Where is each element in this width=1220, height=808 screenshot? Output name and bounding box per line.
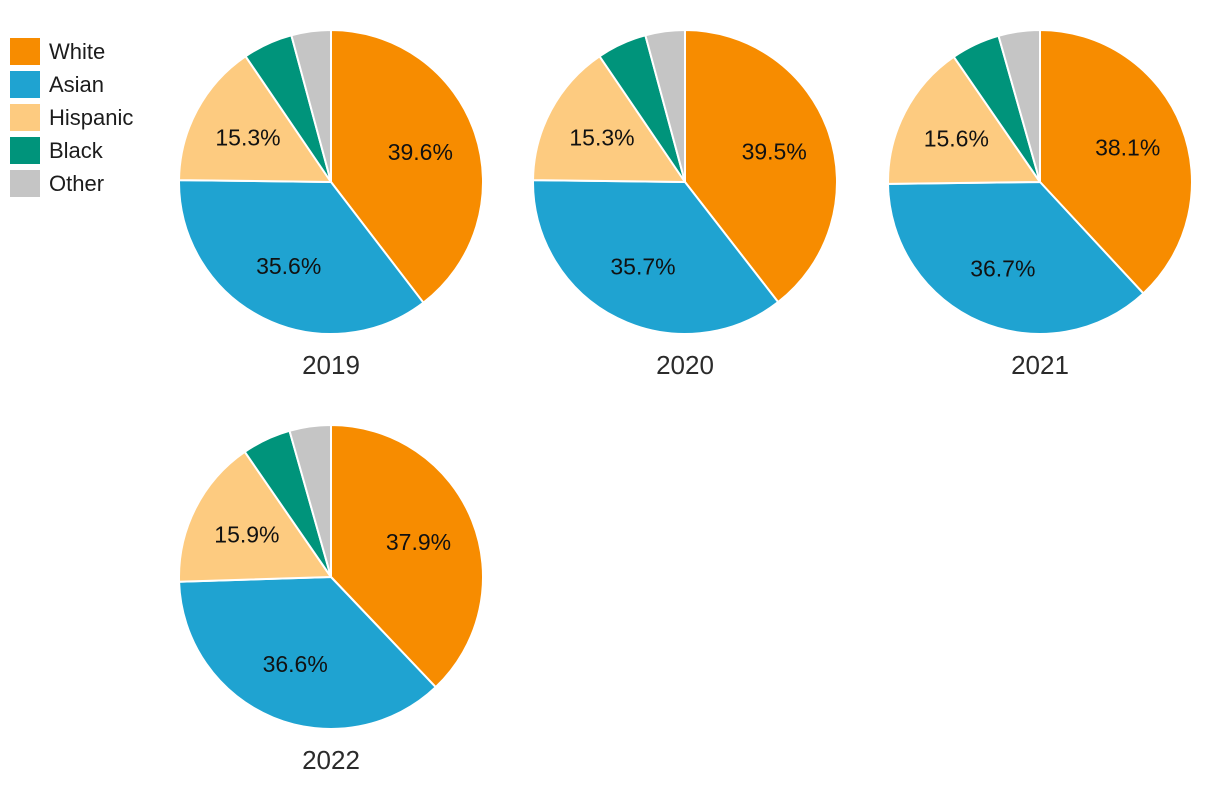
legend-item-asian: Asian (10, 71, 133, 98)
pie-2020: 39.5% 35.7% 15.3% (532, 29, 838, 335)
slice-label-asian-2022: 36.6% (263, 651, 328, 677)
pie-slice-white-2022 (330, 424, 484, 689)
slice-label-hispanic-2020: 15.3% (569, 124, 634, 150)
legend-item-white: White (10, 38, 133, 65)
pie-slice-other-2021 (997, 29, 1041, 183)
year-label-2020: 2020 (656, 350, 714, 380)
pie-slice-hispanic-2022 (178, 450, 332, 583)
legend-item-hispanic: Hispanic (10, 104, 133, 131)
pie-2022: 37.9% 36.6% 15.9% (178, 424, 484, 730)
pie-slice-white-2019 (330, 29, 484, 304)
slice-label-hispanic-2019: 15.3% (215, 124, 280, 150)
legend-item-other: Other (10, 170, 133, 197)
pie-2019: 39.6% 35.6% 15.3% (178, 29, 484, 336)
pie-slice-asian-2022 (178, 576, 437, 730)
slice-label-asian-2020: 35.7% (610, 253, 675, 279)
slice-label-white-2022: 37.9% (386, 529, 451, 555)
slice-label-white-2020: 39.5% (742, 139, 807, 165)
year-label-2022: 2022 (302, 745, 360, 775)
pie-2021: 38.1% 36.7% 15.6% (887, 29, 1193, 335)
pie-slice-hispanic-2020 (532, 55, 686, 183)
slice-label-hispanic-2022: 15.9% (214, 522, 279, 548)
legend-item-black: Black (10, 137, 133, 164)
legend-label-asian: Asian (49, 72, 105, 97)
pie-slice-white-2021 (1039, 29, 1193, 295)
slice-label-asian-2021: 36.7% (970, 256, 1035, 282)
year-label-2019: 2019 (302, 350, 360, 380)
pie-slice-white-2020 (684, 29, 838, 304)
legend: White Asian Hispanic Black Other (10, 38, 133, 197)
legend-swatch-hispanic (10, 104, 40, 131)
pie-slice-hispanic-2021 (887, 55, 1041, 185)
pie-slice-hispanic-2019 (178, 55, 332, 183)
year-label-2021: 2021 (1011, 350, 1069, 380)
legend-swatch-white (10, 38, 40, 65)
pie-slice-other-2020 (644, 29, 686, 183)
pie-slice-asian-2020 (532, 179, 780, 335)
pie-slice-asian-2021 (887, 181, 1145, 335)
slice-label-white-2021: 38.1% (1095, 135, 1160, 161)
legend-swatch-other (10, 170, 40, 197)
pie-slice-other-2022 (288, 424, 332, 578)
pie-slice-other-2019 (290, 29, 332, 183)
pie-slice-asian-2019 (178, 179, 425, 336)
slice-label-hispanic-2021: 15.6% (924, 126, 989, 152)
legend-label-black: Black (49, 138, 103, 163)
legend-swatch-asian (10, 71, 40, 98)
legend-label-other: Other (49, 171, 105, 196)
legend-swatch-black (10, 137, 40, 164)
legend-label-white: White (49, 39, 106, 64)
legend-label-hispanic: Hispanic (49, 105, 134, 130)
slice-label-asian-2019: 35.6% (256, 253, 321, 279)
slice-label-white-2019: 39.6% (388, 139, 453, 165)
